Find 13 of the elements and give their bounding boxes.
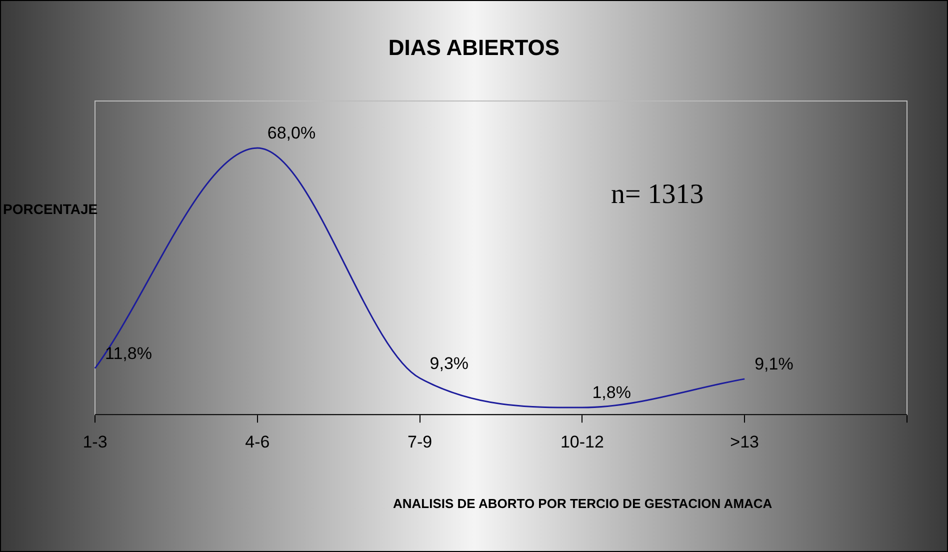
- data-label: 9,1%: [754, 354, 794, 374]
- x-tick-label: 10-12: [560, 432, 604, 452]
- chart-title: DIAS ABIERTOS: [387, 35, 561, 61]
- annotation: n= 1313: [611, 179, 704, 211]
- x-axis-title: ANALISIS DE ABORTO POR TERCIO DE GESTACION AMACA: [393, 496, 772, 511]
- data-label: 9,3%: [430, 354, 469, 373]
- data-label: 68,0%: [267, 124, 316, 143]
- x-tick-label: 1-3: [82, 432, 108, 452]
- data-label: 11,8%: [105, 344, 152, 364]
- x-tick-label: >13: [730, 432, 760, 452]
- x-tick-label: 7-9: [408, 432, 432, 452]
- x-tick-label: 4-6: [245, 432, 270, 452]
- data-label: 1,8%: [592, 383, 631, 402]
